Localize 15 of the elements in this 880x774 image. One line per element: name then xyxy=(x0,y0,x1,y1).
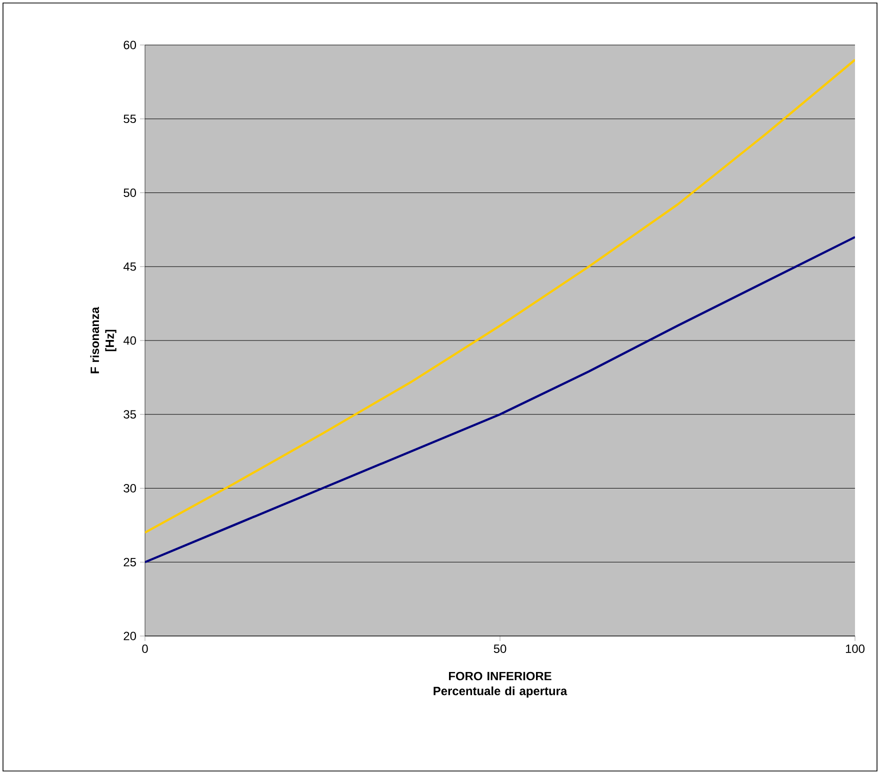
y-tick-label: 55 xyxy=(124,114,136,124)
y-axis-title: F risonanza [Hz] xyxy=(90,306,116,374)
y-tick-label: 40 xyxy=(123,336,136,345)
y-tick-label: 30 xyxy=(124,484,136,492)
x-tick-label: 100 xyxy=(846,644,865,653)
y-tick-label: 20 xyxy=(124,632,136,640)
x-tick-label: 50 xyxy=(494,644,506,653)
y-tick-label: 35 xyxy=(124,410,136,419)
y-tick-label: 45 xyxy=(123,262,136,271)
x-axis-title: FORO INFERIORE Percentuale di apertura xyxy=(434,672,568,698)
line-series xyxy=(145,58,856,534)
y-tick-label: 60 xyxy=(124,40,136,50)
x-tick-label: 0 xyxy=(142,644,148,653)
y-tick-label: 25 xyxy=(124,558,136,566)
y-tick-label: 50 xyxy=(124,188,136,197)
